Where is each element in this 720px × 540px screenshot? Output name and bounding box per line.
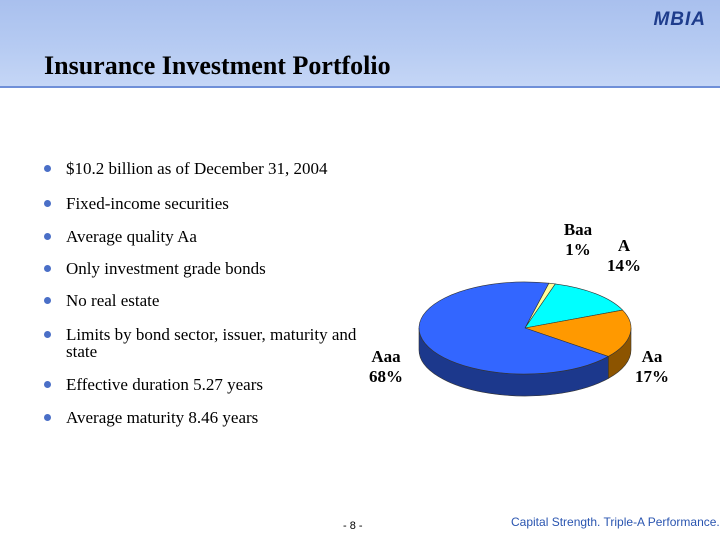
bullet-text: Fixed-income securities: [66, 194, 229, 213]
page-title: Insurance Investment Portfolio: [44, 51, 391, 80]
pie-value-a: 14%: [607, 256, 641, 275]
bullet-text: Limits by bond sector, issuer, maturity …: [66, 325, 357, 361]
pie-label-aa: Aa: [642, 347, 663, 366]
bullet-icon: [44, 165, 51, 172]
pie-value-baa: 1%: [565, 240, 591, 259]
bullet-icon: [44, 381, 51, 388]
bullet-icon: [44, 297, 51, 304]
pie-label-baa: Baa: [564, 220, 593, 239]
bullet-icon: [44, 414, 51, 421]
header-band: [0, 0, 720, 86]
bullet-text: Average quality Aa: [66, 227, 197, 246]
pie-value-aaa: 68%: [369, 367, 403, 386]
bullet-icon: [44, 233, 51, 240]
bullet-text: Effective duration 5.27 years: [66, 375, 264, 394]
bullet-icon: [44, 200, 51, 207]
bullet-text: Only investment grade bonds: [66, 259, 266, 278]
mbia-logo: MBIA: [653, 9, 706, 30]
header-divider: [0, 86, 720, 88]
pie-label-aaa: Aaa: [371, 347, 401, 366]
bullet-text: Average maturity 8.46 years: [66, 408, 259, 427]
page-number: - 8 -: [343, 520, 363, 532]
pie-slice-aa: [523, 309, 632, 357]
pie-value-aa: 17%: [635, 367, 669, 386]
bullet-text: $10.2 billion as of December 31, 2004: [66, 159, 328, 178]
bullet-icon: [44, 265, 51, 272]
footer-tagline: Capital Strength. Triple-A Performance.: [511, 515, 720, 529]
pie-slice-a: [524, 283, 624, 329]
pie-label-a: A: [618, 236, 631, 255]
pie-slice-aaa: [418, 281, 610, 375]
bullet-text: No real estate: [66, 291, 160, 310]
bullet-icon: [44, 331, 51, 338]
